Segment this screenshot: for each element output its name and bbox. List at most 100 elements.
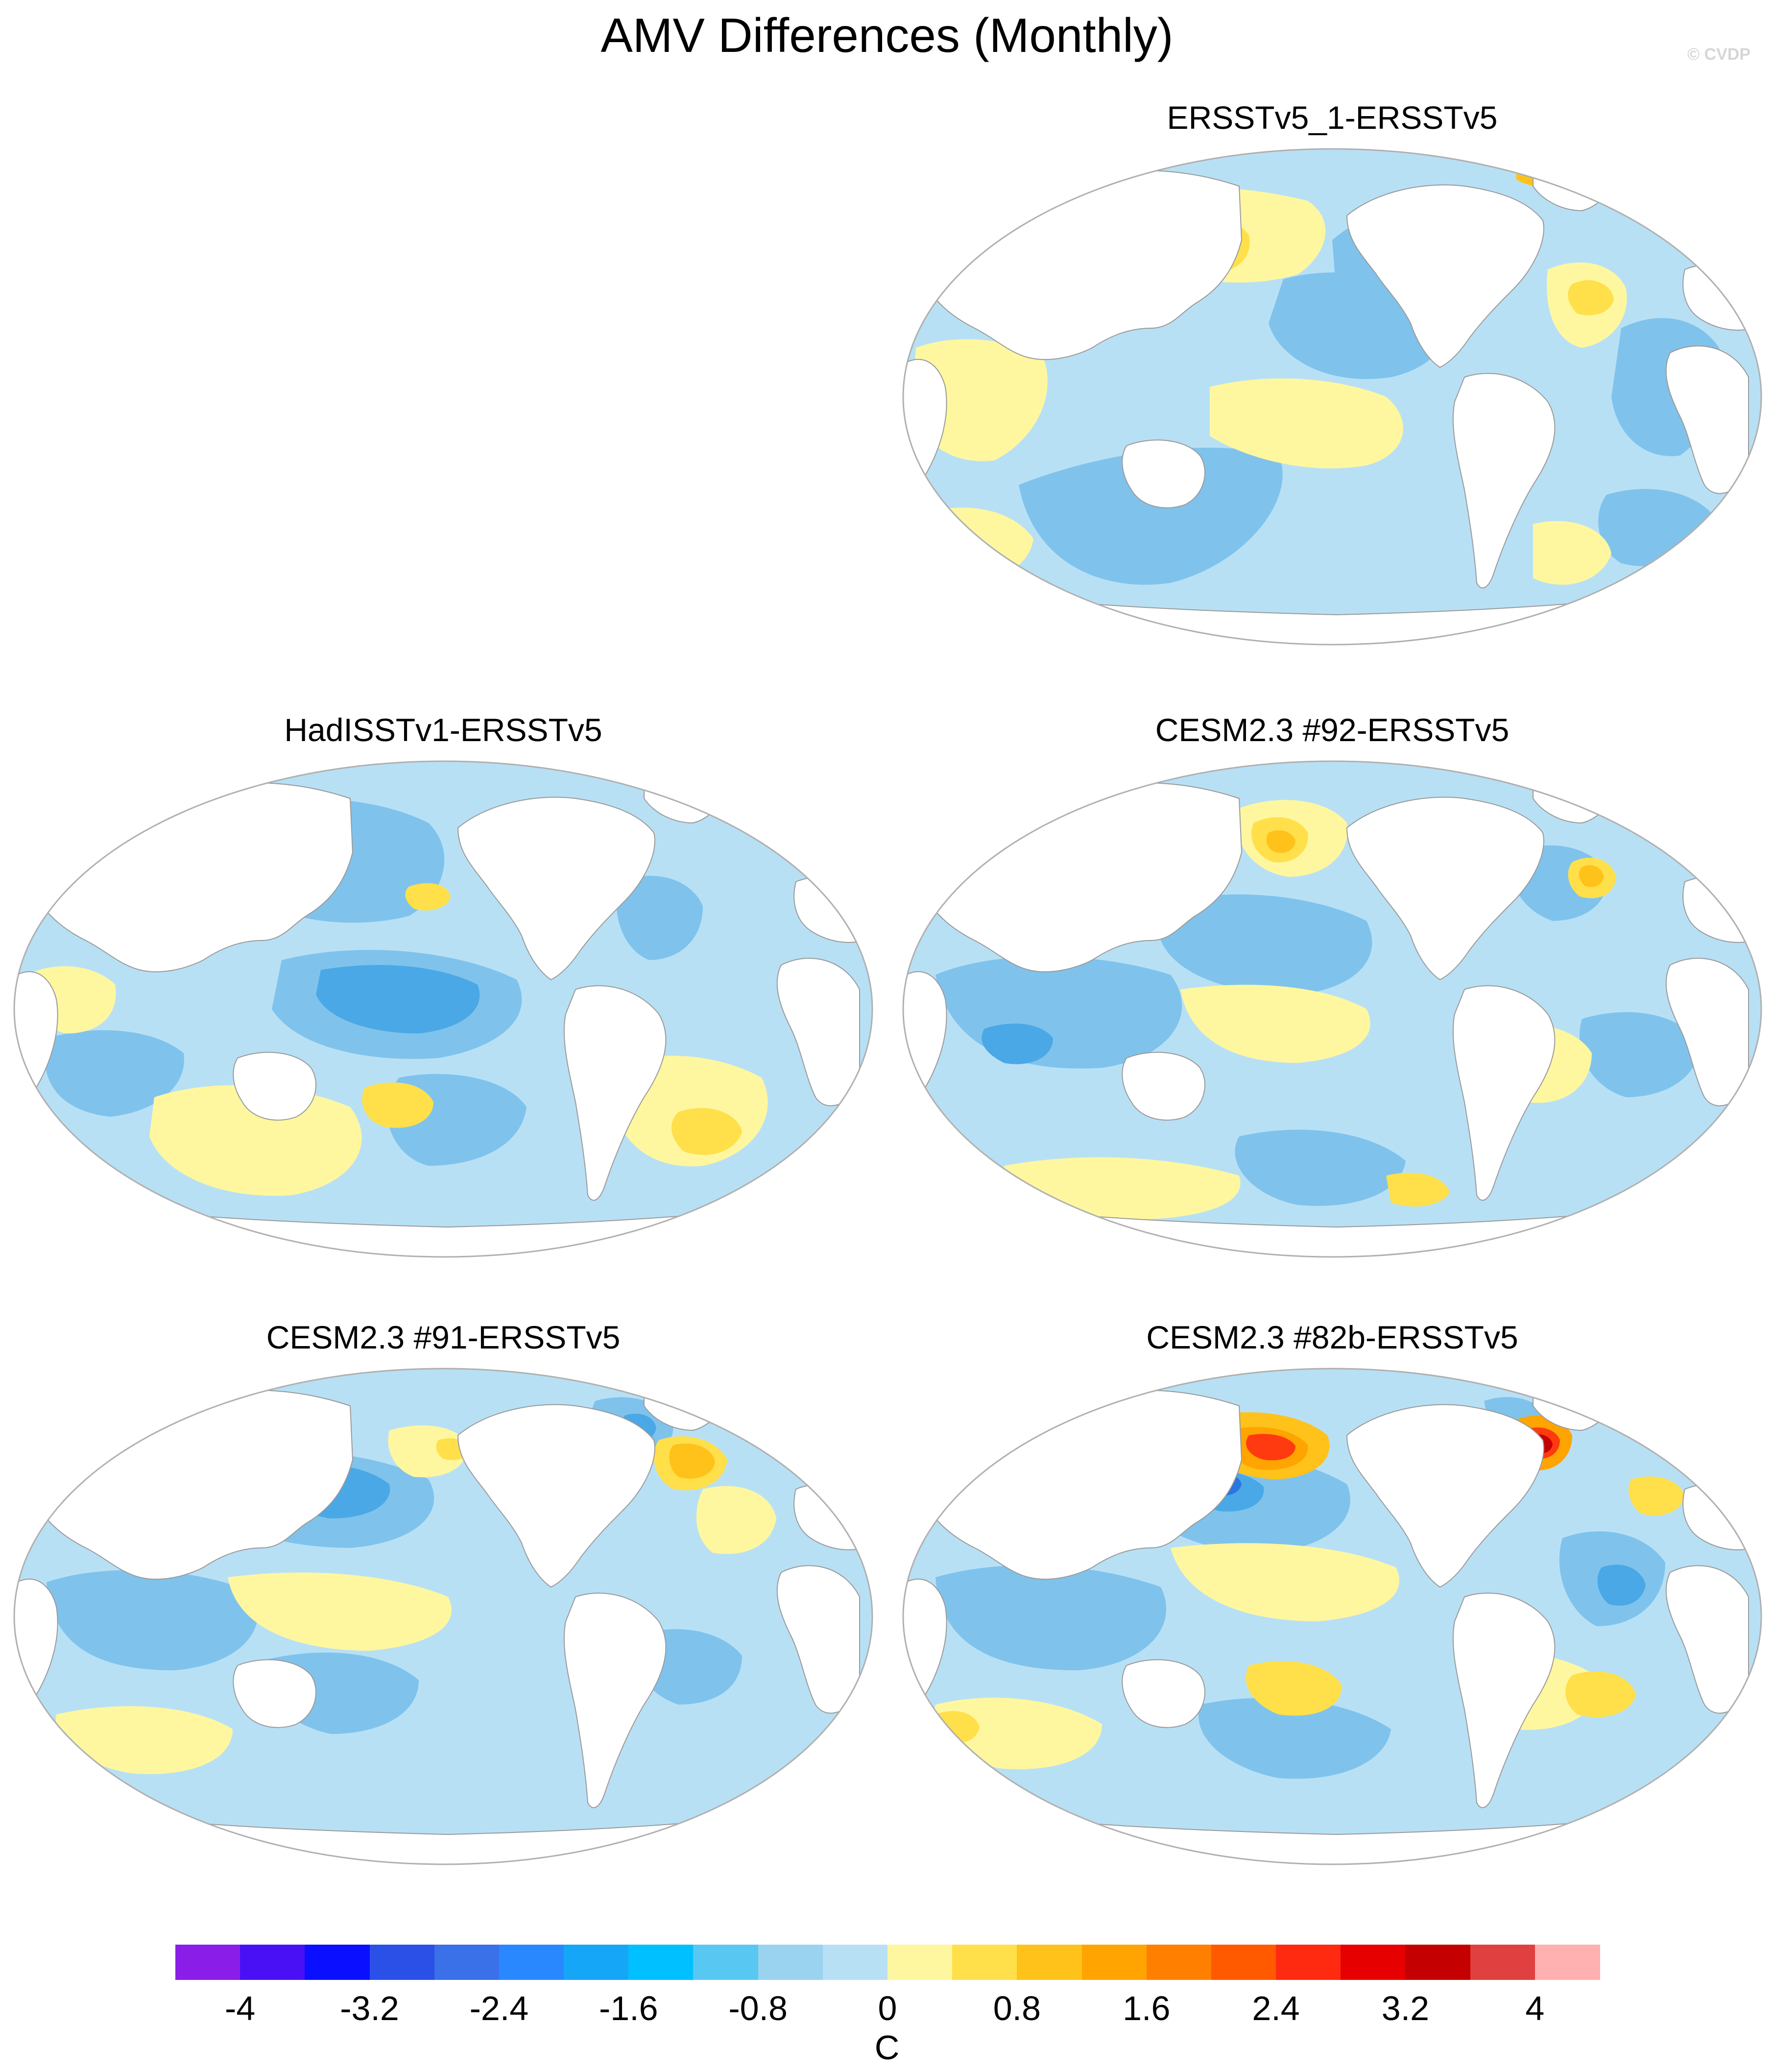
colorbar-box [1276, 1945, 1341, 1980]
land-mass [1665, 345, 1749, 494]
colorbar-box [1081, 1945, 1147, 1980]
colorbar-tick-label: 0 [878, 1989, 897, 2027]
colorbar-tick-label: -1.6 [599, 1989, 658, 2027]
map-svg [902, 760, 1762, 1258]
land-mass [457, 796, 655, 981]
land-mass [1122, 439, 1205, 508]
contour-region [616, 876, 703, 960]
land-mass [1665, 958, 1749, 1107]
colorbar-box [1405, 1945, 1471, 1980]
panel-title-ersstv5-1: ERSSTv5_1-ERSSTv5 [1167, 99, 1498, 136]
colorbar-box [952, 1945, 1017, 1980]
colorbar-box [1146, 1945, 1212, 1980]
colorbar-box [499, 1945, 564, 1980]
colorbar-box [175, 1945, 240, 1980]
land-mass [233, 1659, 316, 1728]
contour-region [980, 160, 1029, 186]
land-mass [1122, 1659, 1205, 1728]
land-mass [776, 958, 860, 1107]
land-mass [1346, 184, 1544, 368]
contour-region [1198, 1698, 1391, 1779]
map-border [902, 1368, 1762, 1865]
land-mass [563, 985, 667, 1201]
colorbar-box [628, 1945, 694, 1980]
colorbar-box [369, 1945, 435, 1980]
contour-region [316, 965, 480, 1034]
contour-region [1579, 865, 1604, 887]
contour-region [1386, 1173, 1450, 1207]
land-mass [1122, 1052, 1205, 1121]
colorbar-tick-label: -0.8 [728, 1989, 788, 2027]
land-mass [1452, 373, 1556, 589]
colorbar-box [434, 1945, 500, 1980]
colorbar-box [1341, 1945, 1406, 1980]
contour-region [1266, 830, 1295, 853]
contour-region [1235, 1130, 1406, 1206]
contour-region [362, 1083, 433, 1128]
contour-region [1019, 447, 1283, 585]
colorbar-tick-label: -3.2 [340, 1989, 399, 2027]
colorbar-box [758, 1945, 823, 1980]
colorbar-tick-label: 4 [1525, 1989, 1545, 2027]
credit-label: © CVDP [1687, 45, 1750, 64]
colorbar-box [240, 1945, 305, 1980]
colorbar-box [305, 1945, 370, 1980]
contour-region [982, 1023, 1053, 1064]
map-panel-cesm23-92 [896, 754, 1768, 1264]
colorbar-unit-label: C [874, 2028, 900, 2067]
contour-region [1062, 1380, 1102, 1399]
contour-region [1553, 1379, 1604, 1404]
contour-region [911, 339, 1048, 461]
land-mass [1452, 985, 1556, 1201]
contour-region [1568, 280, 1614, 315]
panel-title-hadisstv1: HadISSTv1-ERSSTv5 [284, 712, 602, 748]
contour-region [190, 1380, 230, 1399]
contour-region [47, 1570, 258, 1670]
contour-region [1171, 1543, 1399, 1621]
land-mass [1346, 796, 1544, 981]
colorbar-tick-label: -2.4 [469, 1989, 529, 2027]
contour-region [1063, 772, 1102, 792]
map-svg [13, 1368, 873, 1865]
land-mass [1665, 1565, 1749, 1714]
contour-region [935, 1565, 1167, 1670]
land-mass [563, 1592, 667, 1808]
contour-region [1597, 1565, 1646, 1606]
colorbar-box [1534, 1945, 1600, 1980]
contour-region [45, 1030, 184, 1117]
land-mass [457, 1404, 655, 1588]
contour-region [228, 1572, 452, 1651]
map-border [902, 148, 1762, 646]
map-svg [902, 1368, 1762, 1865]
contour-region [1533, 521, 1611, 585]
map-panel-ersstv5-1 [896, 142, 1768, 651]
colorbar [175, 1945, 1600, 1980]
map-panel-hadisstv1 [7, 754, 879, 1264]
figure-title: AMV Differences (Monthly) [600, 8, 1174, 62]
contour-region [1180, 985, 1370, 1063]
contour-region [934, 1697, 1102, 1769]
contour-region [650, 1380, 691, 1399]
land-mass [1452, 1592, 1556, 1808]
contour-region [1565, 1671, 1636, 1717]
colorbar-box [693, 1945, 759, 1980]
contour-region [55, 1706, 233, 1774]
contour-region [1210, 378, 1403, 469]
colorbar-box [564, 1945, 629, 1980]
contour-region [669, 1443, 715, 1479]
map-svg [902, 148, 1762, 646]
colorbar-box [822, 1945, 888, 1980]
contour-region [149, 1085, 362, 1196]
contour-region [1161, 894, 1372, 994]
map-border [13, 1368, 873, 1865]
panel-title-cesm23-92: CESM2.3 #92-ERSSTv5 [1155, 712, 1510, 748]
contour-region [1246, 1434, 1295, 1461]
land-mass [233, 1052, 316, 1121]
panel-title-cesm23-82b: CESM2.3 #82b-ERSSTv5 [1146, 1319, 1518, 1355]
colorbar-tick-label: 0.8 [993, 1989, 1041, 2027]
colorbar-box [1470, 1945, 1535, 1980]
map-panel-cesm23-82b [896, 1362, 1768, 1871]
colorbar-tick-label: 3.2 [1381, 1989, 1430, 2027]
map-border [902, 760, 1762, 1258]
map-svg [13, 760, 873, 1258]
